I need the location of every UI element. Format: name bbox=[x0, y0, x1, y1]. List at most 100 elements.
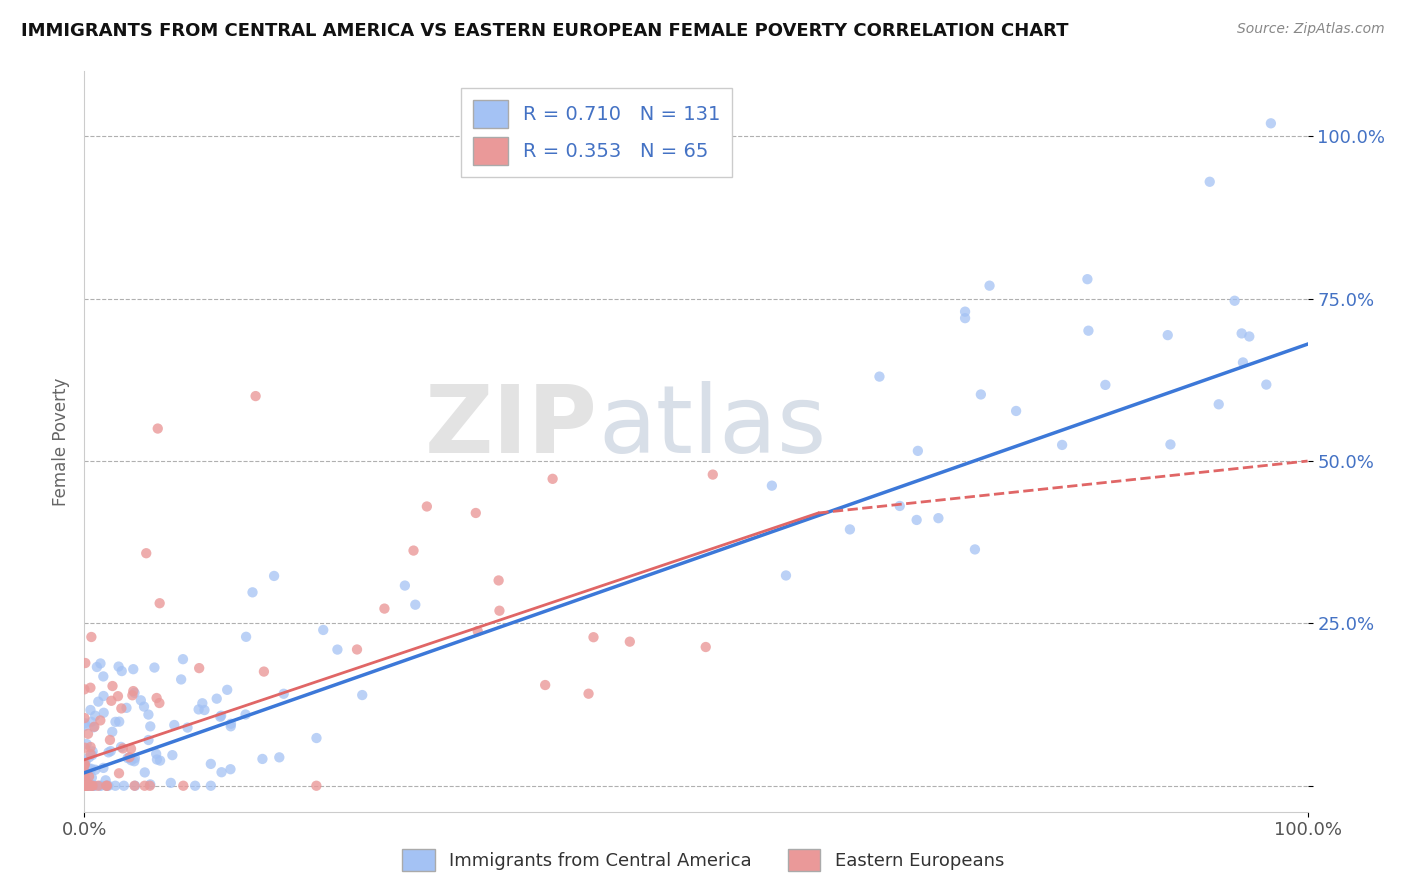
Point bbox=[77, 727, 100, 741]
Point bbox=[149, 596, 172, 610]
Point bbox=[953, 311, 976, 326]
Point bbox=[245, 389, 267, 403]
Point bbox=[172, 779, 194, 793]
Point bbox=[79, 779, 101, 793]
Point bbox=[148, 696, 170, 710]
Point bbox=[1223, 293, 1246, 308]
Point bbox=[907, 443, 929, 458]
Point bbox=[87, 779, 110, 793]
Point bbox=[93, 689, 115, 703]
Point bbox=[97, 779, 120, 793]
Point bbox=[79, 779, 101, 793]
Y-axis label: Female Poverty: Female Poverty bbox=[52, 377, 70, 506]
Point bbox=[79, 747, 101, 761]
Point bbox=[488, 604, 510, 618]
Point bbox=[77, 779, 100, 793]
Point bbox=[134, 779, 156, 793]
Point bbox=[77, 779, 100, 793]
Point bbox=[124, 779, 146, 793]
Point bbox=[98, 733, 121, 747]
Point bbox=[83, 720, 105, 734]
Point bbox=[96, 779, 118, 793]
Point bbox=[77, 777, 100, 791]
Point bbox=[73, 682, 96, 697]
Point bbox=[162, 748, 184, 763]
Point bbox=[1077, 324, 1099, 338]
Point bbox=[76, 737, 98, 751]
Point bbox=[73, 764, 96, 779]
Point bbox=[73, 711, 96, 725]
Point bbox=[402, 543, 425, 558]
Point bbox=[77, 762, 100, 776]
Point bbox=[188, 661, 211, 675]
Point bbox=[120, 753, 142, 767]
Point bbox=[145, 747, 167, 761]
Point bbox=[87, 695, 110, 709]
Point bbox=[73, 758, 96, 772]
Point bbox=[373, 601, 395, 615]
Point bbox=[100, 744, 122, 758]
Point bbox=[77, 770, 100, 784]
Point bbox=[191, 696, 214, 710]
Point bbox=[111, 664, 134, 678]
Point bbox=[96, 779, 118, 793]
Point bbox=[79, 779, 101, 793]
Point bbox=[82, 779, 104, 793]
Point bbox=[416, 500, 439, 514]
Point bbox=[104, 714, 127, 729]
Point bbox=[108, 714, 131, 729]
Point bbox=[75, 772, 97, 786]
Point bbox=[94, 773, 117, 788]
Point bbox=[219, 719, 242, 733]
Point bbox=[111, 741, 134, 756]
Point bbox=[200, 756, 222, 771]
Point bbox=[124, 754, 146, 768]
Point bbox=[117, 751, 139, 765]
Point bbox=[176, 721, 198, 735]
Point bbox=[138, 733, 160, 747]
Point bbox=[77, 750, 100, 764]
Point bbox=[120, 741, 142, 756]
Point bbox=[96, 779, 118, 793]
Point bbox=[110, 701, 132, 715]
Point bbox=[139, 777, 162, 791]
Point bbox=[138, 707, 160, 722]
Point bbox=[73, 757, 96, 772]
Point bbox=[219, 762, 242, 776]
Point bbox=[619, 634, 641, 648]
Point bbox=[76, 779, 98, 793]
Point bbox=[889, 499, 911, 513]
Point bbox=[219, 716, 242, 731]
Point bbox=[75, 755, 97, 769]
Point bbox=[93, 761, 115, 775]
Point bbox=[79, 703, 101, 717]
Point bbox=[79, 779, 101, 793]
Point bbox=[124, 686, 146, 700]
Point bbox=[75, 779, 97, 793]
Point bbox=[963, 542, 986, 557]
Point bbox=[79, 779, 101, 793]
Point bbox=[1094, 377, 1116, 392]
Point bbox=[146, 421, 169, 435]
Point bbox=[979, 278, 1001, 293]
Point bbox=[467, 624, 489, 638]
Point bbox=[145, 691, 167, 706]
Point bbox=[132, 699, 155, 714]
Point bbox=[80, 771, 103, 785]
Point bbox=[1232, 355, 1254, 369]
Point bbox=[1159, 437, 1181, 451]
Point bbox=[1050, 438, 1073, 452]
Point bbox=[1260, 116, 1282, 130]
Point bbox=[73, 779, 96, 793]
Point bbox=[193, 703, 215, 717]
Point bbox=[73, 758, 96, 772]
Point bbox=[80, 762, 103, 776]
Point bbox=[394, 578, 416, 592]
Point bbox=[73, 768, 96, 782]
Point bbox=[488, 574, 510, 588]
Point bbox=[464, 506, 486, 520]
Point bbox=[121, 688, 143, 702]
Point bbox=[112, 779, 135, 793]
Point bbox=[75, 779, 97, 793]
Point bbox=[139, 779, 162, 793]
